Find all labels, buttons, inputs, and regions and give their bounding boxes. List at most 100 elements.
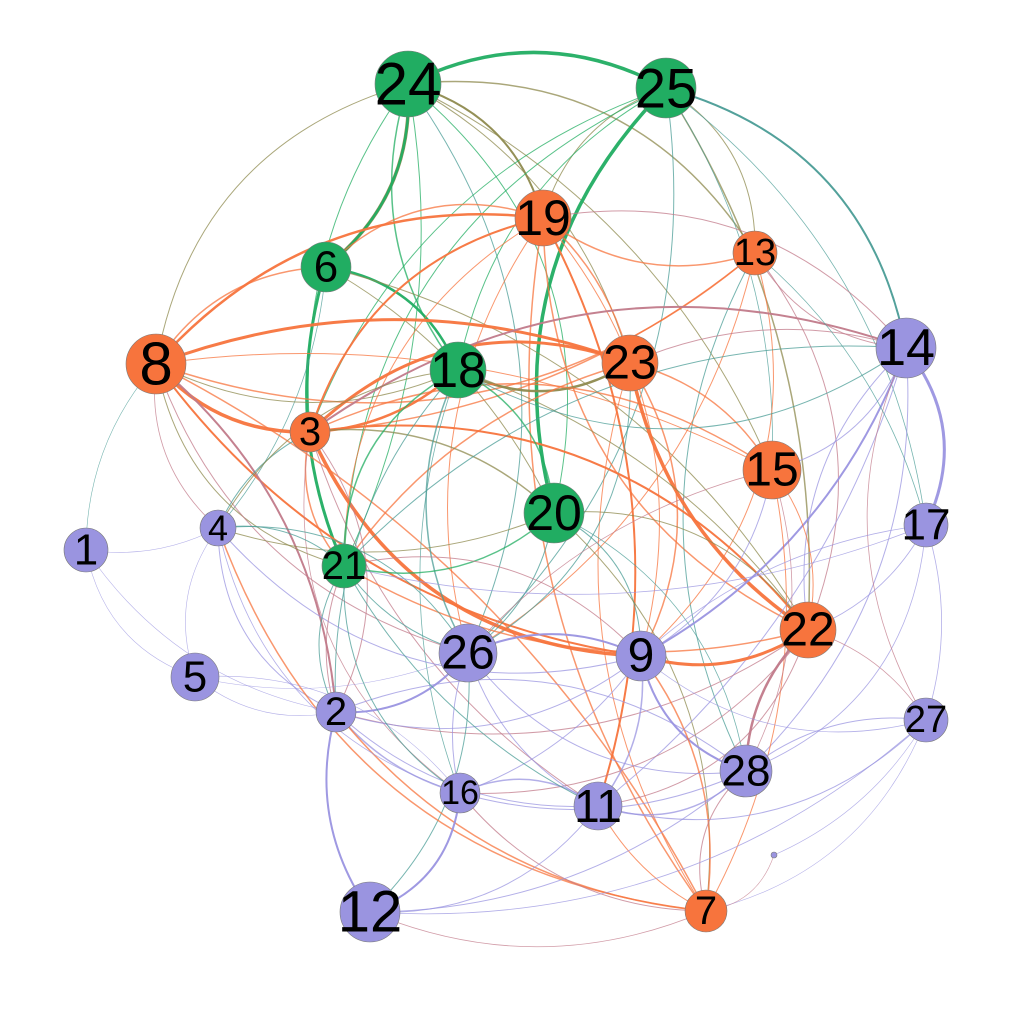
- edge-8-18: [155, 363, 459, 403]
- node-circle-2[interactable]: [315, 691, 357, 733]
- node-circle-11[interactable]: [573, 781, 623, 831]
- edge-3-15: [309, 383, 773, 471]
- node-16[interactable]: 16: [439, 772, 481, 814]
- node-20[interactable]: 20: [523, 482, 585, 544]
- edge-25-26: [467, 87, 675, 654]
- node-22[interactable]: 22: [779, 601, 837, 659]
- node-6[interactable]: 6: [300, 241, 352, 293]
- node-circle-7[interactable]: [684, 889, 728, 933]
- node-17[interactable]: 17: [902, 501, 951, 550]
- node-circle-16[interactable]: [439, 772, 481, 814]
- node-5[interactable]: 5: [170, 652, 220, 702]
- node-21[interactable]: 21: [321, 543, 367, 589]
- node-3[interactable]: 3: [289, 410, 331, 454]
- edge-8-7: [155, 363, 707, 912]
- edge-11-27: [597, 719, 927, 821]
- node-7[interactable]: 7: [684, 889, 728, 933]
- edge-8-26: [155, 363, 469, 654]
- node-circle-28[interactable]: [719, 744, 773, 798]
- node-label-1: 1: [74, 526, 98, 575]
- node-18[interactable]: 18: [429, 341, 487, 399]
- node-23[interactable]: 23: [601, 334, 659, 392]
- edge-27-12: [369, 719, 927, 915]
- node-28[interactable]: 28: [719, 744, 773, 798]
- node-circle-5[interactable]: [170, 652, 220, 702]
- node-circle-12[interactable]: [339, 881, 401, 943]
- edge-6-22: [325, 266, 809, 631]
- node-25[interactable]: 25: [635, 57, 697, 120]
- node-label-8: 8: [139, 331, 172, 398]
- node-27[interactable]: 27: [903, 697, 949, 743]
- node-label-4: 4: [208, 508, 228, 549]
- edge-9-16: [459, 655, 642, 794]
- edge-20-22: [553, 511, 809, 631]
- node-circle-21[interactable]: [321, 543, 367, 589]
- node-26[interactable]: 26: [438, 623, 498, 683]
- node-8[interactable]: 8: [125, 331, 187, 398]
- edge-3-22: [309, 424, 809, 631]
- edge-23-22: [628, 361, 810, 632]
- node-14[interactable]: 14: [875, 317, 937, 379]
- node-circle-15[interactable]: [742, 440, 802, 500]
- node-circle-22[interactable]: [779, 601, 837, 659]
- node-label-16: 16: [441, 774, 479, 812]
- edge-8-2: [155, 363, 337, 713]
- edge-18-2: [334, 369, 459, 713]
- edge-19-3: [309, 217, 544, 433]
- edge-23-7: [597, 362, 707, 912]
- edge-19-21: [343, 217, 544, 567]
- edge-24-26: [407, 83, 523, 654]
- edge-18-22: [457, 369, 809, 631]
- node-circle-19[interactable]: [514, 189, 572, 247]
- edge-15-9: [640, 469, 773, 657]
- node-19[interactable]: 19: [514, 189, 572, 247]
- edge-14-11: [597, 347, 907, 807]
- node-circle-13[interactable]: [732, 230, 778, 276]
- node-label-28: 28: [722, 747, 771, 796]
- edge-14-9: [640, 347, 907, 657]
- edge-21-16: [343, 565, 461, 794]
- node-circle-24[interactable]: [374, 50, 442, 118]
- node-circle-26[interactable]: [438, 623, 498, 683]
- node-circle-8[interactable]: [125, 333, 187, 395]
- node-11[interactable]: 11: [573, 780, 623, 832]
- edge-17-21: [343, 524, 927, 595]
- node-circle-4[interactable]: [199, 509, 237, 547]
- edge-19-14: [542, 210, 907, 349]
- node-circle-18[interactable]: [429, 341, 487, 399]
- node-circle-23[interactable]: [601, 334, 659, 392]
- edge-19-13: [542, 217, 756, 267]
- edge-3-9: [308, 430, 643, 658]
- node-24[interactable]: 24: [375, 51, 442, 118]
- node-circle-3[interactable]: [289, 411, 331, 453]
- node-12[interactable]: 12: [338, 880, 403, 945]
- node-1[interactable]: 1: [63, 526, 109, 575]
- node-2[interactable]: 2: [315, 690, 357, 734]
- node-label-5: 5: [183, 653, 207, 702]
- edge-25-14: [665, 87, 907, 349]
- node-13[interactable]: 13: [732, 230, 778, 276]
- node-circle-9[interactable]: [615, 630, 667, 682]
- edge-9-4: [217, 527, 642, 674]
- node-label-27: 27: [905, 699, 947, 741]
- node-circle-27[interactable]: [903, 697, 949, 743]
- edge-25-20: [534, 86, 668, 515]
- node-4[interactable]: 4: [199, 508, 237, 549]
- edge-28-12: [369, 770, 747, 913]
- edge-14-28: [745, 347, 909, 772]
- node-circle-6[interactable]: [300, 241, 352, 293]
- node-circle-20[interactable]: [523, 482, 585, 544]
- node-circle-isolated[interactable]: [770, 851, 778, 859]
- edge-27-17: [925, 524, 942, 721]
- node-label-7: 7: [695, 889, 717, 933]
- node-isolated[interactable]: [770, 851, 778, 859]
- edge-9-7: [640, 655, 711, 912]
- node-circle-17[interactable]: [903, 502, 949, 548]
- node-circle-1[interactable]: [63, 527, 109, 573]
- edge-24-18: [390, 83, 459, 371]
- node-circle-25[interactable]: [635, 57, 697, 119]
- node-9[interactable]: 9: [615, 630, 667, 683]
- node-circle-14[interactable]: [875, 317, 937, 379]
- node-15[interactable]: 15: [742, 440, 802, 500]
